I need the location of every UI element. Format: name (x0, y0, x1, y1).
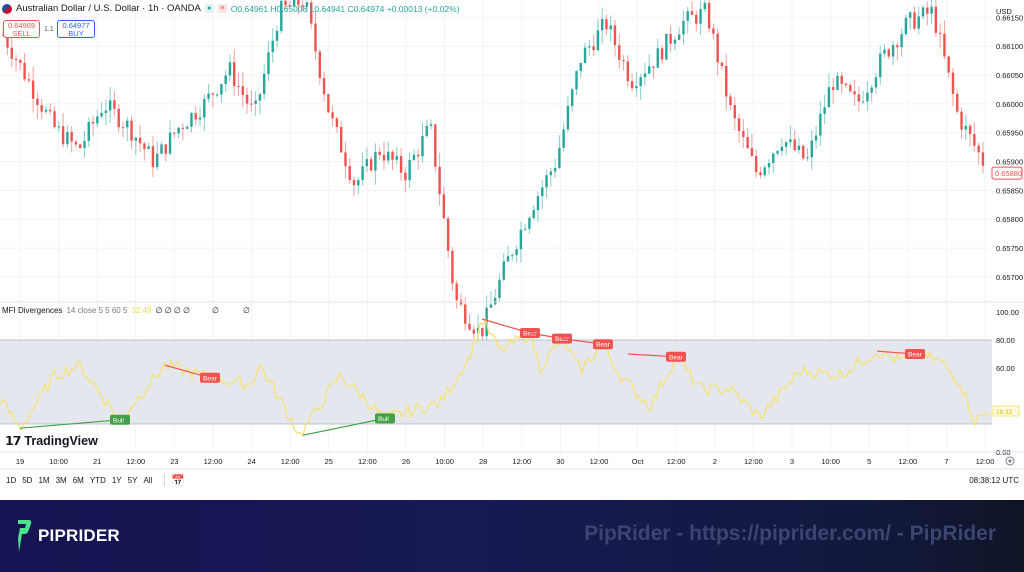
svg-text:Bear: Bear (555, 336, 570, 343)
svg-text:19: 19 (16, 457, 24, 466)
buy-button[interactable]: 0.64977 BUY (57, 20, 95, 38)
svg-text:12:00: 12:00 (976, 457, 995, 466)
svg-text:0.65750: 0.65750 (996, 244, 1023, 253)
svg-text:10:00: 10:00 (821, 457, 840, 466)
spread-value: 1.1 (44, 26, 54, 33)
range-6m[interactable]: 6M (72, 475, 84, 485)
svg-text:60.00: 60.00 (996, 364, 1015, 373)
range-5y[interactable]: 5Y (127, 475, 138, 485)
range-5d[interactable]: 5D (22, 475, 33, 485)
svg-text:12:00: 12:00 (204, 457, 223, 466)
svg-text:0.65800: 0.65800 (996, 215, 1023, 224)
market-open-icon: ● (204, 4, 214, 13)
svg-text:Bear: Bear (523, 331, 538, 338)
piprider-logo-icon (18, 520, 32, 552)
svg-text:Bear: Bear (596, 342, 611, 349)
svg-text:12:00: 12:00 (281, 457, 300, 466)
svg-text:USD: USD (996, 7, 1012, 16)
svg-text:12:00: 12:00 (512, 457, 531, 466)
indicator-extra-3: ∅ (242, 306, 250, 315)
buy-price: 0.64977 (62, 21, 90, 30)
ohlc-values: O0.64961 H0.65008 L0.64941 C0.64974 +0.0… (230, 3, 460, 14)
svg-text:Bear: Bear (908, 352, 923, 359)
range-ytd[interactable]: YTD (89, 475, 106, 485)
svg-text:3: 3 (790, 457, 794, 466)
indicator-value: 32.49 (131, 306, 152, 315)
tradingview-label: TradingView (24, 433, 98, 448)
tradingview-logo: 𝟭𝟳 TradingView (5, 433, 98, 449)
svg-text:0.65850: 0.65850 (996, 186, 1023, 195)
goto-date-icon[interactable]: 📅 (171, 474, 186, 487)
svg-text:12:00: 12:00 (744, 457, 763, 466)
sell-label: SELL (12, 29, 31, 38)
range-1m[interactable]: 1M (38, 475, 50, 485)
range-1d[interactable]: 1D (6, 475, 17, 485)
svg-text:0.66000: 0.66000 (996, 100, 1023, 109)
svg-text:0.66100: 0.66100 (996, 42, 1023, 51)
data-status-icon: ≡ (217, 4, 227, 13)
range-all[interactable]: All (143, 475, 153, 485)
piprider-label: PIPRIDER (38, 526, 120, 545)
svg-text:Bull: Bull (378, 416, 389, 423)
svg-text:Bull: Bull (113, 417, 124, 424)
svg-text:29.32: 29.32 (996, 409, 1013, 416)
symbol-flag-icon (2, 3, 12, 14)
range-1y[interactable]: 1Y (111, 475, 122, 485)
piprider-brand: PIPRIDER (16, 518, 120, 554)
indicator-legend: MFI Divergences 14 close 5 5 60 5 32.49 … (2, 306, 250, 315)
indicator-extras: ∅ ∅ ∅ ∅ (155, 306, 190, 315)
svg-text:12:00: 12:00 (126, 457, 145, 466)
svg-text:12:00: 12:00 (358, 457, 377, 466)
svg-text:0.66050: 0.66050 (996, 71, 1023, 80)
indicator-params: 14 close 5 5 60 5 (66, 306, 128, 315)
svg-text:25: 25 (325, 457, 333, 466)
price-axis: 0.66150 0.66100 0.66050 0.66000 0.65950 0.659… (996, 13, 1023, 282)
svg-text:2: 2 (713, 457, 717, 466)
svg-text:10:00: 10:00 (49, 457, 68, 466)
svg-text:30: 30 (556, 457, 564, 466)
svg-text:0.66150: 0.66150 (996, 13, 1023, 22)
svg-text:24: 24 (247, 457, 255, 466)
svg-text:5: 5 (867, 457, 871, 466)
svg-text:7: 7 (944, 457, 948, 466)
sell-price: 0.64969 (7, 21, 36, 30)
symbol-legend: Australian Dollar / U.S. Dollar · 1h · O… (2, 3, 460, 14)
svg-text:12:00: 12:00 (898, 457, 917, 466)
divider (164, 474, 166, 486)
svg-text:Oct: Oct (632, 457, 645, 466)
svg-text:0.65880: 0.65880 (995, 169, 1022, 178)
svg-text:12:00: 12:00 (590, 457, 609, 466)
range-3m[interactable]: 3M (55, 475, 67, 485)
svg-text:10:00: 10:00 (435, 457, 454, 466)
svg-text:12:00: 12:00 (667, 457, 686, 466)
svg-text:23: 23 (170, 457, 178, 466)
clock-timezone[interactable]: 08:38:12 UTC (969, 476, 1019, 485)
chart-canvas[interactable]: 0.66150 0.66100 0.66050 0.66000 0.65950 0.659… (0, 0, 1024, 470)
svg-text:21: 21 (93, 457, 101, 466)
chart-area[interactable]: 0.66150 0.66100 0.66050 0.66000 0.65950 0.659… (0, 0, 1024, 500)
tradingview-icon: 𝟭𝟳 (5, 434, 21, 448)
svg-text:Bear: Bear (669, 354, 684, 361)
svg-text:0.65900: 0.65900 (996, 158, 1023, 167)
sell-button[interactable]: 0.64969 SELL (3, 20, 40, 38)
symbol-title[interactable]: Australian Dollar / U.S. Dollar · 1h · O… (16, 3, 201, 14)
buy-label: BUY (68, 29, 84, 38)
range-bar: 1D 5D 1M 3M 6M YTD 1Y 5Y All 📅 (0, 470, 1024, 490)
piprider-watermark: PipRider - https://piprider.com/ - PipRi… (584, 522, 996, 545)
svg-text:0.65950: 0.65950 (996, 129, 1023, 138)
svg-text:80.00: 80.00 (996, 336, 1015, 345)
svg-text:100.00: 100.00 (996, 308, 1019, 317)
svg-text:26: 26 (402, 457, 410, 466)
svg-text:0.65700: 0.65700 (996, 273, 1023, 282)
svg-text:28: 28 (479, 457, 487, 466)
indicator-extra-2: ∅ (211, 306, 219, 315)
svg-text:Bear: Bear (203, 375, 218, 382)
indicator-name[interactable]: MFI Divergences (2, 306, 63, 315)
footer-banner: PIPRIDER PipRider - https://piprider.com… (0, 500, 1024, 572)
